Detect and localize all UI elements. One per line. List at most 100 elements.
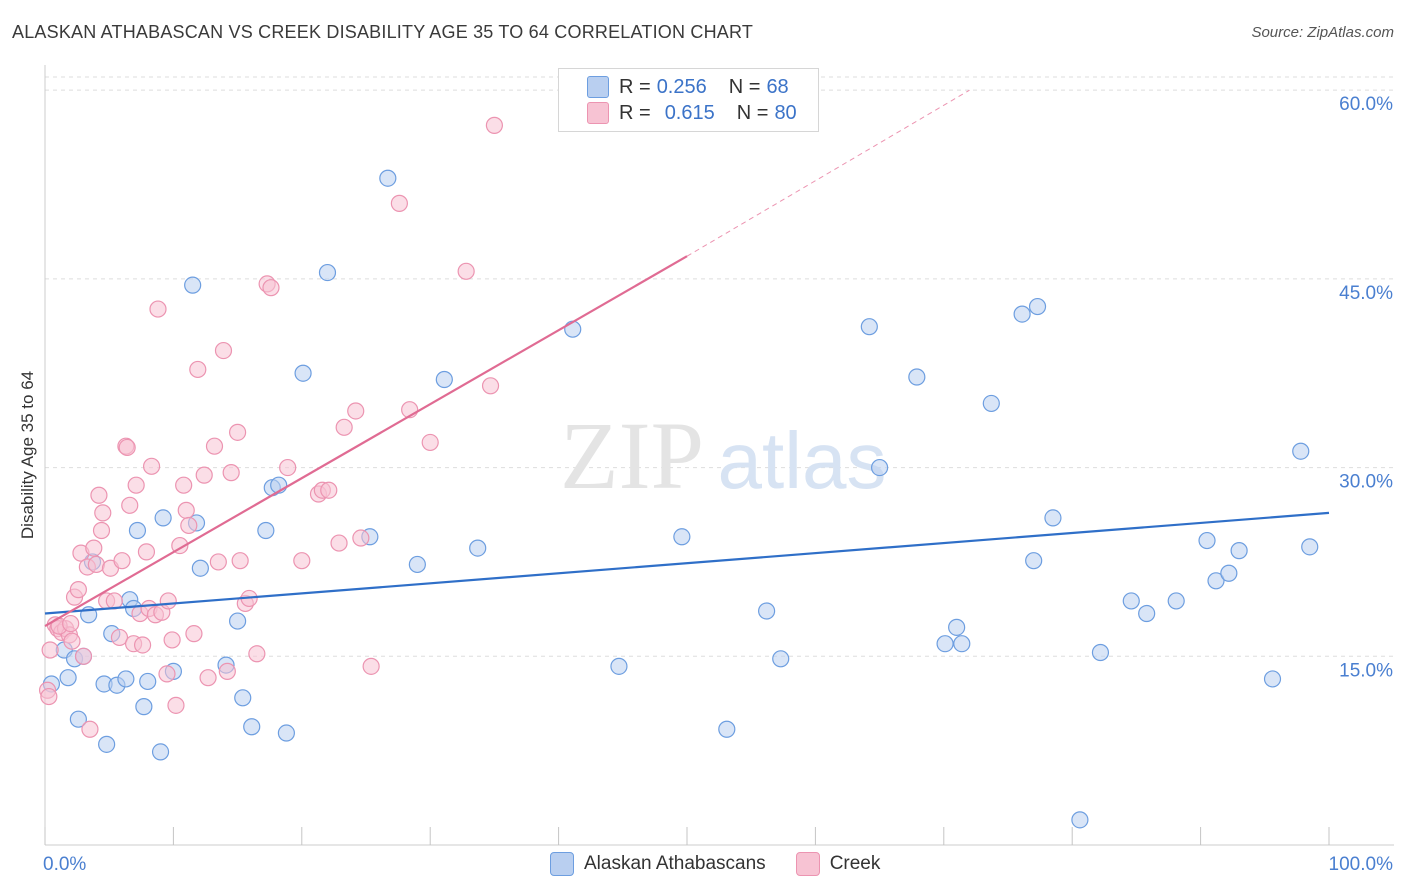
watermark-atlas: atlas [718,416,887,505]
data-point [158,665,176,683]
x-tick-label: 0.0% [43,854,86,875]
data-point [128,521,147,540]
data-point [481,377,500,395]
data-point [74,647,93,665]
data-point [92,521,111,540]
data-point [163,631,181,649]
data-point [195,466,213,484]
trend-line-alaskan-athabascans [44,511,1330,615]
data-point [149,300,167,318]
data-point [234,689,252,707]
data-point [1292,442,1310,460]
data-point [457,262,475,280]
legend: Alaskan Athabascans Creek [550,852,910,876]
data-point [1198,531,1216,550]
data-point [189,360,207,379]
data-point [1207,572,1225,590]
data-point [948,618,966,636]
data-point [390,194,408,212]
data-point [121,496,139,514]
data-point [352,529,370,547]
data-point [279,458,297,477]
x-tick-label: 100.0% [1329,854,1394,875]
legend-item-alaskan-athabascans[interactable]: Alaskan Athabascans [550,852,766,876]
data-point [362,657,380,675]
legend-label: Alaskan Athabascans [584,853,766,874]
data-point [320,481,338,499]
data-point [231,552,249,570]
series-creek-points [38,116,503,738]
data-point [1044,509,1062,527]
data-point [277,724,295,742]
data-point [135,698,153,716]
r-value: 0.256 [656,75,707,98]
data-point [982,394,1000,413]
data-point [40,687,58,706]
n-value: 80 [774,101,797,124]
data-point [69,710,87,728]
data-point [262,279,280,297]
data-point [330,534,348,552]
data-point [184,276,202,294]
trend-line-creek-extension [686,89,970,257]
data-point [214,341,233,360]
data-point [485,116,503,134]
data-point [860,318,878,336]
data-point [673,528,691,546]
data-point [257,521,275,540]
data-point [133,636,152,654]
data-point [936,635,954,653]
data-point [469,539,487,557]
data-point [870,458,889,477]
data-point [293,552,311,570]
data-point [1122,592,1140,610]
data-point [175,476,193,494]
n-label: N = [728,75,761,98]
blue-swatch [587,76,609,98]
data-point [294,364,312,382]
correlation-stats-box: R = 0.256 N = 68 R = 0.615 N = 80 [558,68,819,132]
r-label: R = [619,75,651,98]
stats-row-alaskan-athabascans: R = 0.256 N = 68 [587,74,789,100]
data-point [435,370,453,389]
data-point [98,735,116,753]
data-point [222,464,240,482]
data-point [81,720,99,738]
data-point [1230,542,1248,560]
data-point [59,669,77,687]
data-point [1025,552,1043,570]
r-label: R = [619,101,651,124]
data-point [610,657,628,675]
data-point [758,602,776,620]
data-point [185,625,203,643]
data-point [205,437,224,455]
data-point [229,423,247,441]
axes [44,65,1394,846]
legend-swatch-blue [550,852,574,876]
legend-item-creek[interactable]: Creek [795,852,880,876]
data-point [379,169,397,187]
trend-lines [44,89,1330,628]
data-point [1220,564,1238,582]
data-point [1071,811,1089,829]
data-point [180,516,198,535]
pink-swatch [587,102,609,124]
data-point [159,592,177,610]
data-point [772,650,790,668]
n-value: 68 [766,75,789,98]
data-point [1167,592,1185,610]
data-point [113,552,131,570]
gridlines [45,76,1394,657]
data-point [318,263,337,282]
data-point [110,628,129,647]
data-point [1301,538,1319,556]
data-point [718,720,736,738]
stats-row-creek: R = 0.615 N = 80 [587,100,797,126]
data-point [1091,643,1110,662]
data-point [90,486,108,504]
r-value: 0.615 [664,101,715,124]
y-tick-label: 15.0% [1339,660,1393,681]
data-point [177,501,195,519]
data-point [199,669,217,687]
